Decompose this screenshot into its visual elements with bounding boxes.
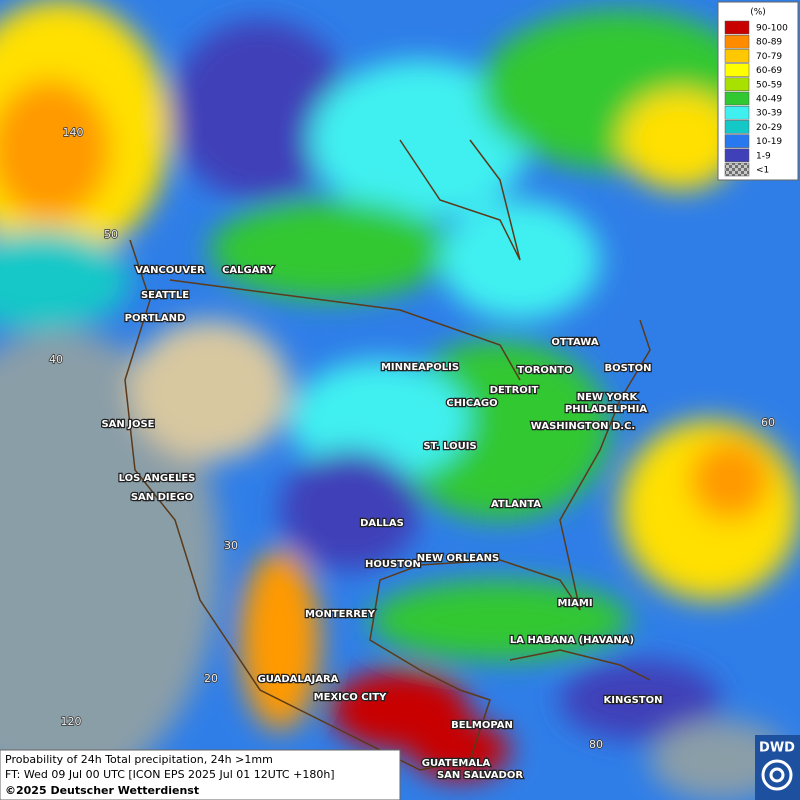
city-label: MIAMI [557, 598, 592, 609]
legend-swatch [724, 120, 750, 134]
footer-line: ©2025 Deutscher Wetterdienst [5, 784, 199, 797]
legend-swatch [724, 63, 750, 77]
graticule-label: 120 [61, 715, 82, 728]
legend-label: 30-39 [756, 109, 782, 119]
city-label: SAN JOSE [101, 419, 154, 430]
logo: DWD [759, 741, 795, 756]
graticule-label: 40 [49, 353, 63, 366]
city-label: MINNEAPOLIS [381, 362, 459, 373]
legend-swatch [724, 34, 750, 49]
legend-label: <1 [756, 166, 769, 176]
city-label: PHILADELPHIA [565, 404, 647, 415]
city-label: NEW YORK [577, 392, 639, 403]
legend-swatch [724, 77, 750, 92]
city-label: DALLAS [360, 518, 404, 529]
legend-swatch [724, 49, 750, 63]
city-label: DETROIT [490, 385, 539, 396]
graticule-label: 60 [761, 416, 775, 429]
legend-label: 1-9 [756, 151, 771, 161]
city-label: GUADALAJARA [258, 674, 339, 685]
labels: VANCOUVER CALGARY SEATTLE PORTLAND MINNEAPOL… [48, 125, 776, 782]
graticule-label: 50 [104, 228, 118, 241]
legend-label: 40-49 [756, 95, 782, 105]
legend-swatch [724, 20, 750, 35]
legend-swatch [724, 134, 750, 148]
city-label: LOS ANGELES [119, 473, 196, 484]
logo-icon [769, 767, 785, 783]
city-label: GUATEMALA [422, 758, 491, 769]
city-label: MEXICO CITY [314, 692, 387, 703]
city-label: OTTAWA [551, 337, 598, 348]
city-label: ATLANTA [491, 499, 541, 510]
city-label: HOUSTON [365, 559, 421, 570]
legend-swatch [724, 91, 750, 106]
footer-line: Probability of 24h Total precipitation, … [5, 753, 273, 766]
city-label: BOSTON [604, 363, 651, 374]
coastlines [124, 139, 651, 771]
legend-label: 80-89 [756, 38, 782, 48]
legend-label: 90-100 [756, 24, 788, 34]
legend-label: 50-59 [756, 80, 782, 90]
city-label: TORONTO [517, 365, 572, 376]
legend-swatch [724, 105, 750, 120]
graticule-label: 80 [589, 738, 603, 751]
legend-swatch [724, 162, 750, 177]
legend-unit: (%) [750, 8, 766, 18]
city-label: VANCOUVER [135, 265, 205, 276]
city-label: SAN SALVADOR [437, 770, 523, 781]
graticule-label: 30 [224, 539, 238, 552]
legend-label: 70-79 [756, 52, 782, 62]
city-label: SAN DIEGO [131, 492, 193, 503]
city-label: MONTERREY [305, 609, 376, 620]
city-label: WASHINGTON D.C. [531, 421, 635, 432]
city-label: NEW ORLEANS [417, 553, 499, 564]
city-label: CALGARY [222, 265, 275, 276]
legend-label: 10-19 [756, 137, 782, 147]
city-label: SEATTLE [141, 290, 189, 301]
legend: (%) 90-100 80-89 70-79 60-69 50-59 40-49 30-39… [717, 1, 799, 181]
legend-label: 60-69 [756, 66, 782, 76]
city-label: PORTLAND [125, 313, 186, 324]
city-label: LA HABANA (HAVANA) [510, 635, 634, 646]
city-label: BELMOPAN [451, 720, 513, 731]
city-label: ST. LOUIS [423, 441, 476, 452]
footer-line: FT: Wed 09 Jul 00 UTC [ICON EPS 2025 Jul… [5, 768, 335, 781]
graticule-label: 140 [63, 126, 84, 139]
logo-icon [761, 759, 793, 791]
city-label: CHICAGO [446, 398, 497, 409]
graticule-label: 20 [204, 672, 218, 685]
city-label: KINGSTON [604, 695, 663, 706]
footer-box [0, 749, 401, 800]
legend-swatch [724, 148, 750, 163]
legend-label: 20-29 [756, 123, 782, 133]
